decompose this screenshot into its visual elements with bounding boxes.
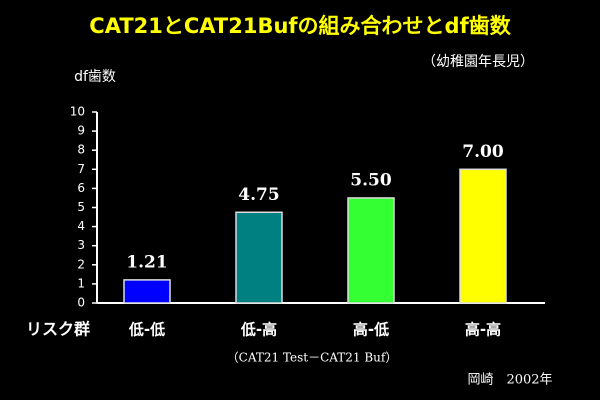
x-tick-label: 低-高 [240, 321, 277, 339]
y-tick-label: 9 [77, 124, 85, 138]
y-tick-label: 2 [77, 257, 85, 271]
note: （CAT21 Test－CAT21 Buf） [227, 351, 398, 365]
y-tick-label: 8 [77, 143, 85, 157]
y-tick-label: 10 [70, 105, 85, 119]
x-axis-label: リスク群 [26, 320, 90, 339]
y-tick-label: 0 [77, 296, 85, 310]
bar [347, 197, 395, 304]
y-tick-label: 7 [77, 162, 85, 176]
value-label: 4.75 [238, 185, 279, 205]
bar [123, 279, 171, 304]
x-tick-label: 高-低 [353, 321, 389, 339]
value-label: 5.50 [350, 170, 392, 190]
x-tick-label: 高-高 [465, 321, 501, 339]
value-label: 7.00 [462, 142, 504, 162]
subtitle: （幼稚園年長児） [422, 54, 534, 70]
credit: 岡崎 2002年 [467, 373, 552, 388]
y-tick-label: 1 [77, 276, 85, 290]
bar [459, 168, 507, 304]
y-tick-label: 6 [77, 181, 85, 195]
value-label: 1.21 [126, 252, 167, 272]
chart-title: CAT21とCAT21Bufの組み合わせとdf歯数 [89, 14, 511, 38]
y-tick-label: 4 [77, 219, 85, 233]
x-tick-label: 低-低 [128, 321, 165, 339]
y-tick-label: 3 [77, 238, 85, 252]
bar [235, 211, 283, 304]
y-tick-label: 5 [77, 200, 85, 214]
y-axis-label: df歯数 [74, 69, 116, 85]
